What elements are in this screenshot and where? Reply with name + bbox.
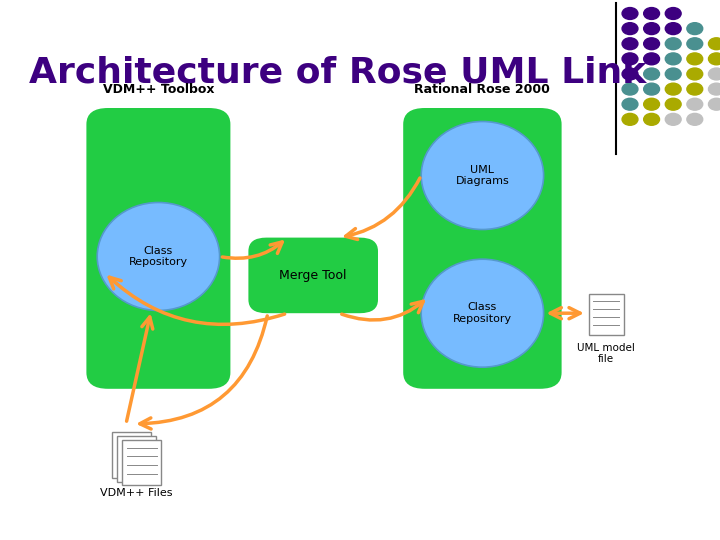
Circle shape (644, 68, 660, 80)
Circle shape (622, 68, 638, 80)
Text: Merge Tool: Merge Tool (279, 269, 347, 282)
Circle shape (665, 23, 681, 35)
Circle shape (665, 113, 681, 125)
Circle shape (644, 38, 660, 50)
Text: Rational Rose 2000: Rational Rose 2000 (415, 83, 550, 96)
FancyBboxPatch shape (86, 108, 230, 389)
FancyBboxPatch shape (122, 440, 161, 485)
Circle shape (622, 113, 638, 125)
Circle shape (665, 68, 681, 80)
Ellipse shape (97, 202, 220, 310)
Text: Class
Repository: Class Repository (453, 302, 512, 324)
Ellipse shape (421, 259, 544, 367)
FancyBboxPatch shape (248, 238, 378, 313)
Circle shape (622, 38, 638, 50)
FancyBboxPatch shape (112, 432, 151, 478)
Circle shape (644, 98, 660, 110)
Circle shape (687, 38, 703, 50)
Circle shape (622, 83, 638, 95)
Circle shape (708, 83, 720, 95)
Ellipse shape (421, 122, 544, 230)
Circle shape (622, 8, 638, 19)
Circle shape (687, 83, 703, 95)
Circle shape (665, 83, 681, 95)
FancyBboxPatch shape (403, 108, 562, 389)
Circle shape (665, 98, 681, 110)
Text: VDM++ Toolbox: VDM++ Toolbox (103, 83, 214, 96)
Circle shape (687, 68, 703, 80)
FancyBboxPatch shape (589, 294, 624, 335)
Circle shape (687, 113, 703, 125)
Circle shape (644, 83, 660, 95)
Circle shape (708, 53, 720, 65)
Text: VDM++ Files: VDM++ Files (100, 488, 173, 498)
Text: Architecture of Rose UML Link: Architecture of Rose UML Link (29, 56, 646, 90)
Circle shape (622, 23, 638, 35)
Circle shape (644, 53, 660, 65)
FancyBboxPatch shape (117, 436, 156, 482)
Circle shape (708, 68, 720, 80)
Circle shape (644, 113, 660, 125)
Circle shape (622, 53, 638, 65)
Circle shape (708, 38, 720, 50)
Circle shape (644, 23, 660, 35)
Circle shape (665, 53, 681, 65)
Text: UML model
file: UML model file (577, 343, 635, 364)
Circle shape (622, 98, 638, 110)
Text: UML
Diagrams: UML Diagrams (456, 165, 509, 186)
Circle shape (665, 38, 681, 50)
Circle shape (708, 98, 720, 110)
Circle shape (644, 8, 660, 19)
Text: Class
Repository: Class Repository (129, 246, 188, 267)
Circle shape (687, 53, 703, 65)
Circle shape (665, 8, 681, 19)
Circle shape (687, 23, 703, 35)
Circle shape (687, 98, 703, 110)
